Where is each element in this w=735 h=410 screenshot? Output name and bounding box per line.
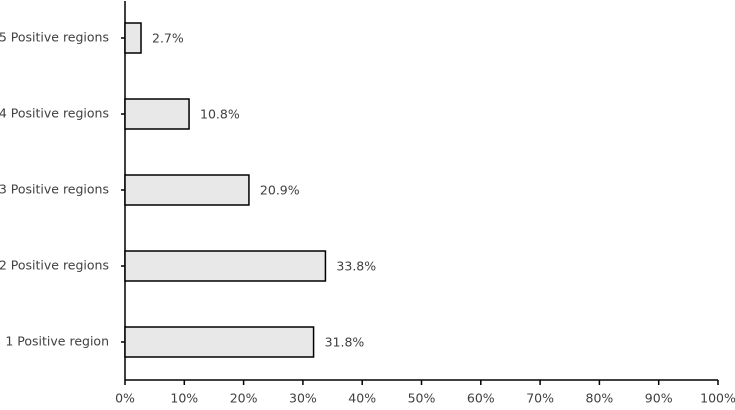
x-tick-label: 30%	[289, 391, 317, 406]
value-label: 33.8%	[336, 259, 376, 274]
value-label: 2.7%	[152, 31, 184, 46]
bar	[124, 326, 315, 358]
y-tick-label: 4 Positive regions	[0, 106, 109, 121]
x-tick-label: 20%	[230, 391, 258, 406]
x-tick-label: 90%	[645, 391, 673, 406]
y-tick-label: 5 Positive regions	[0, 30, 109, 45]
value-label: 20.9%	[260, 183, 300, 198]
x-tick-label: 70%	[526, 391, 554, 406]
bar	[124, 174, 250, 206]
bar	[124, 22, 142, 54]
x-tick-label: 0%	[115, 391, 135, 406]
bar	[124, 250, 327, 282]
x-tick-label: 60%	[467, 391, 495, 406]
value-label: 10.8%	[200, 107, 240, 122]
y-tick-label: 1 Positive region	[5, 334, 109, 349]
value-label: 31.8%	[325, 335, 365, 350]
y-tick-label: 3 Positive regions	[0, 182, 109, 197]
x-tick-label: 100%	[700, 391, 735, 406]
x-tick-label: 10%	[170, 391, 198, 406]
x-tick-label: 40%	[348, 391, 376, 406]
y-tick-label: 2 Positive regions	[0, 258, 109, 273]
x-tick-label: 50%	[408, 391, 436, 406]
x-tick-label: 80%	[586, 391, 614, 406]
bar	[124, 98, 190, 130]
